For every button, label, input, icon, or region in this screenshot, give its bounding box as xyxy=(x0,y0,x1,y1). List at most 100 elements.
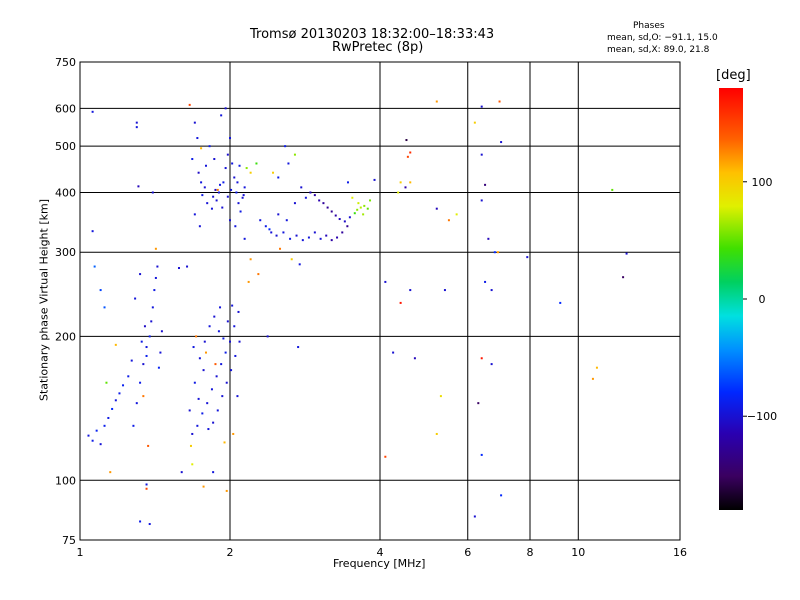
x-tick-label: 6 xyxy=(464,546,471,559)
data-point xyxy=(289,237,292,240)
data-point xyxy=(208,145,211,148)
data-point xyxy=(293,153,296,156)
data-point xyxy=(202,485,205,488)
data-point xyxy=(336,236,339,239)
y-tick-label: 750 xyxy=(55,56,76,69)
grid-lines xyxy=(80,62,680,540)
data-point xyxy=(406,155,409,158)
data-point xyxy=(293,202,296,205)
colorbar xyxy=(719,88,743,510)
data-point xyxy=(480,357,483,360)
data-point xyxy=(143,325,146,328)
data-point xyxy=(595,366,598,369)
data-point xyxy=(196,424,199,427)
data-point xyxy=(242,194,245,197)
x-tick-label: 16 xyxy=(673,546,687,559)
data-point xyxy=(272,171,275,174)
data-point xyxy=(285,219,288,222)
data-point xyxy=(318,199,321,202)
data-point xyxy=(201,412,204,415)
data-point xyxy=(249,258,252,261)
data-point xyxy=(334,214,337,217)
data-point xyxy=(330,239,333,242)
data-point xyxy=(192,346,195,349)
y-tick-label: 600 xyxy=(55,102,76,115)
data-point xyxy=(188,103,191,106)
data-point xyxy=(139,273,142,276)
data-point xyxy=(295,234,298,237)
y-tick-label: 500 xyxy=(55,140,76,153)
x-tick-label: 1 xyxy=(77,546,84,559)
data-point xyxy=(219,306,222,309)
data-point xyxy=(177,267,180,270)
data-point xyxy=(215,199,218,202)
data-point xyxy=(304,196,307,199)
data-point xyxy=(591,377,594,380)
data-point xyxy=(226,195,229,198)
data-point xyxy=(223,441,226,444)
data-point xyxy=(103,424,106,427)
data-point xyxy=(222,181,225,184)
data-point xyxy=(399,301,402,304)
data-point xyxy=(208,325,211,328)
data-point xyxy=(191,432,194,435)
data-point xyxy=(249,171,252,174)
data-point xyxy=(114,343,117,346)
data-point xyxy=(200,147,203,150)
data-point xyxy=(409,289,412,292)
data-point xyxy=(105,381,108,384)
data-point xyxy=(234,225,237,228)
data-point xyxy=(443,289,446,292)
colorbar-tick-label: 100 xyxy=(752,176,773,189)
data-point xyxy=(204,164,207,167)
data-point xyxy=(282,231,285,234)
data-point xyxy=(496,251,499,254)
data-point xyxy=(300,186,303,189)
data-point xyxy=(160,330,163,333)
data-point xyxy=(234,354,237,357)
data-point xyxy=(217,330,220,333)
data-point xyxy=(186,265,189,268)
x-tick-label: 4 xyxy=(377,546,384,559)
data-point xyxy=(156,265,159,268)
data-point xyxy=(290,258,293,261)
y-tick-label: 300 xyxy=(55,246,76,259)
data-point xyxy=(188,409,191,412)
data-point xyxy=(150,320,153,323)
data-point xyxy=(233,325,236,328)
data-point xyxy=(91,439,94,442)
data-point xyxy=(229,219,231,222)
colorbar-tick-label: −100 xyxy=(747,410,777,423)
data-point xyxy=(330,210,333,213)
data-point xyxy=(202,369,205,372)
data-point xyxy=(238,164,241,167)
data-point xyxy=(243,237,246,240)
data-point xyxy=(480,199,483,202)
data-point xyxy=(151,306,154,309)
data-point xyxy=(498,100,501,103)
data-point xyxy=(213,315,216,318)
data-point xyxy=(404,186,407,189)
data-point xyxy=(226,153,229,156)
data-point xyxy=(145,483,148,486)
data-point xyxy=(356,208,359,211)
data-point xyxy=(338,218,341,221)
phase-stats-heading: Phases xyxy=(633,21,665,31)
data-point xyxy=(346,181,349,184)
data-point xyxy=(159,351,162,354)
data-point xyxy=(277,213,280,216)
data-point xyxy=(264,225,267,228)
data-point xyxy=(473,515,476,518)
data-point xyxy=(319,237,322,240)
y-axis-ticks: 75 100 200 300 400 500 600 750 xyxy=(55,56,76,547)
data-point xyxy=(297,346,300,349)
data-point xyxy=(255,162,258,165)
data-point xyxy=(259,219,262,222)
data-point xyxy=(493,251,496,254)
data-point xyxy=(279,247,282,250)
data-point xyxy=(241,196,244,199)
data-point xyxy=(239,210,242,213)
data-point xyxy=(225,489,228,492)
data-point xyxy=(326,206,329,209)
